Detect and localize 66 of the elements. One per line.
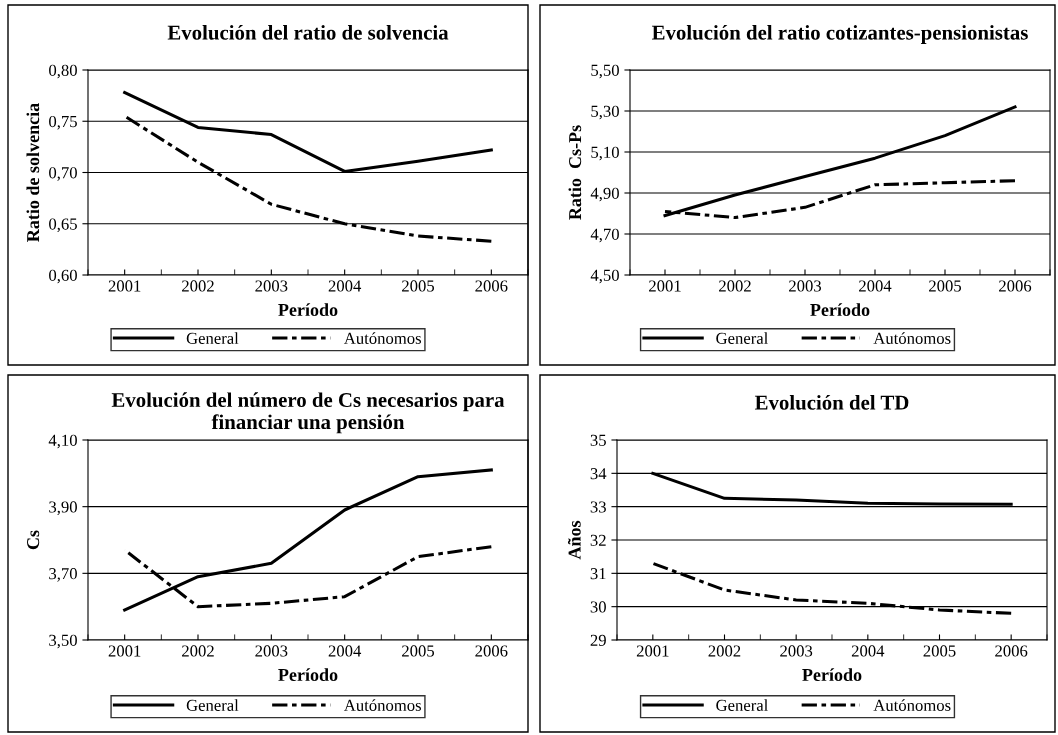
x-tick-label: 2006 bbox=[475, 280, 508, 292]
y-tick-label: 4,50 bbox=[590, 269, 619, 284]
legend-label: General bbox=[186, 332, 239, 344]
y-tick-label: 4,90 bbox=[590, 187, 619, 202]
legend-label: General bbox=[186, 699, 239, 711]
x-tick-label: 2001 bbox=[108, 280, 141, 292]
y-tick-label: 30 bbox=[590, 601, 606, 613]
x-tick-label: 2001 bbox=[636, 645, 669, 657]
y-tick-label: 5,30 bbox=[591, 105, 619, 120]
x-tick-label: 2004 bbox=[851, 645, 885, 657]
x-tick-label: 2001 bbox=[649, 280, 681, 292]
x-tick-label: 2005 bbox=[402, 645, 435, 657]
y-tick-label: 3,90 bbox=[49, 501, 77, 516]
chart-title: Evolución del número de Cs necesarios para financiar una pensión bbox=[111, 392, 505, 434]
x-tick-label: 2003 bbox=[789, 280, 822, 292]
x-axis-title: Período bbox=[278, 668, 338, 682]
y-tick-label: 4,10 bbox=[48, 434, 77, 449]
x-axis-title: Período bbox=[802, 668, 862, 682]
x-tick-label: 2002 bbox=[708, 645, 741, 657]
x-tick-label: 2002 bbox=[182, 280, 214, 292]
x-tick-label: 2006 bbox=[999, 280, 1032, 292]
y-tick-label: 33 bbox=[590, 501, 606, 513]
y-axis-title: Ratio de solvencia bbox=[26, 103, 40, 242]
y-tick-label: 0,60 bbox=[49, 269, 77, 284]
y-tick-label: 0,75 bbox=[49, 115, 77, 130]
y-axis-title: Cs bbox=[27, 530, 40, 550]
x-tick-label: 2001 bbox=[108, 645, 141, 657]
y-tick-label: 4,70 bbox=[590, 228, 619, 243]
x-tick-label: 2004 bbox=[328, 280, 362, 292]
y-tick-label: 0,80 bbox=[49, 64, 77, 79]
legend-label: Autónomos bbox=[343, 332, 421, 344]
y-tick-label: 35 bbox=[590, 434, 606, 446]
y-tick-label: 34 bbox=[590, 468, 607, 480]
y-tick-label: 32 bbox=[590, 534, 606, 546]
legend-label: General bbox=[716, 332, 768, 344]
x-tick-label: 2005 bbox=[929, 280, 962, 292]
x-tick-label: 2002 bbox=[719, 280, 751, 292]
x-axis-title: Período bbox=[810, 303, 870, 317]
x-tick-label: 2003 bbox=[780, 645, 813, 657]
x-tick-label: 2003 bbox=[255, 645, 288, 657]
legend-label: General bbox=[716, 699, 768, 711]
chart-title: Evolución del ratio cotizantes-pensionistas bbox=[651, 24, 1028, 44]
x-tick-label: 2003 bbox=[255, 280, 288, 292]
legend-label: Autónomos bbox=[343, 699, 421, 711]
y-axis-title: Años bbox=[567, 520, 581, 560]
x-tick-label: 2005 bbox=[923, 645, 956, 657]
y-axis-title: Ratio Cs-Ps bbox=[568, 125, 582, 220]
y-tick-label: 31 bbox=[590, 568, 606, 580]
y-tick-label: 3,50 bbox=[49, 634, 77, 649]
legend-label: Autónomos bbox=[873, 332, 951, 344]
x-tick-label: 2006 bbox=[995, 645, 1028, 657]
x-tick-label: 2006 bbox=[475, 645, 508, 657]
x-tick-label: 2004 bbox=[859, 280, 892, 292]
x-tick-label: 2005 bbox=[402, 280, 435, 292]
chart-title: Evolución del ratio de solvencia bbox=[167, 24, 449, 40]
y-tick-label: 0,70 bbox=[49, 167, 77, 181]
y-tick-label: 0,65 bbox=[49, 218, 77, 233]
y-tick-label: 3,70 bbox=[49, 568, 77, 582]
y-tick-label: 5,50 bbox=[591, 64, 619, 79]
chart-title: Evolución del TD bbox=[754, 394, 909, 410]
x-tick-label: 2002 bbox=[182, 645, 214, 657]
y-tick-label: 29 bbox=[590, 634, 606, 646]
x-tick-label: 2004 bbox=[328, 645, 362, 657]
y-tick-label: 5,10 bbox=[591, 146, 619, 161]
legend-label: Autónomos bbox=[873, 699, 951, 711]
x-axis-title: Período bbox=[278, 303, 338, 317]
